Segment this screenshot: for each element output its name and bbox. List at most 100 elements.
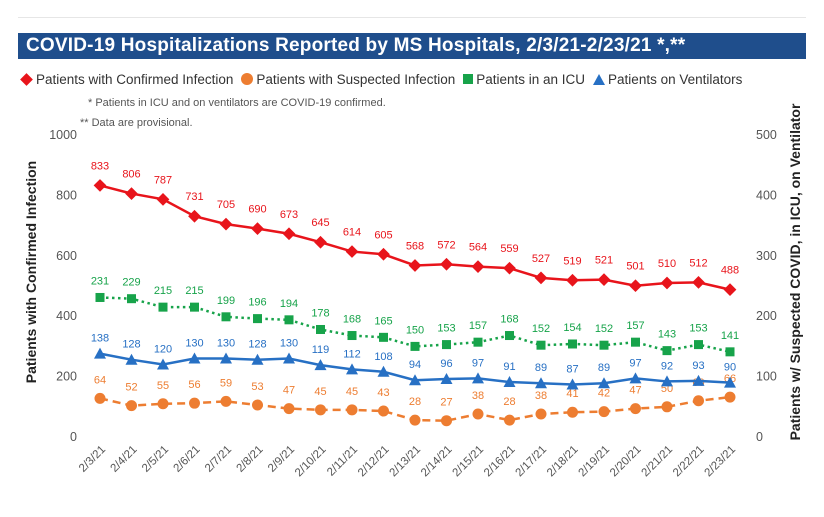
data-label: 178 bbox=[311, 307, 329, 319]
data-point-marker bbox=[629, 372, 642, 384]
legend-label: Patients with Suspected Infection bbox=[256, 71, 456, 87]
data-label: 27 bbox=[440, 397, 452, 409]
legend-item-ventilators[interactable]: Patients on Ventilators bbox=[593, 72, 742, 87]
data-label: 605 bbox=[374, 229, 392, 241]
data-label: 559 bbox=[500, 243, 518, 255]
data-point-marker bbox=[94, 347, 106, 359]
data-label: 52 bbox=[125, 382, 137, 394]
x-axis-tick-label: 2/14/21 bbox=[419, 444, 455, 480]
data-label: 94 bbox=[409, 359, 421, 371]
data-point-marker bbox=[440, 257, 453, 271]
triangle-marker-icon bbox=[593, 73, 606, 85]
data-label: 488 bbox=[721, 265, 739, 277]
data-label: 510 bbox=[658, 258, 676, 270]
data-label: 157 bbox=[469, 320, 487, 332]
data-label: 96 bbox=[440, 358, 452, 370]
x-axis-tick-label: 2/8/21 bbox=[235, 444, 266, 475]
x-axis-tick-label: 2/20/21 bbox=[608, 444, 644, 480]
data-point-marker bbox=[314, 359, 327, 371]
x-axis-tick-label: 2/19/21 bbox=[577, 444, 613, 480]
x-axis-tick-label: 2/23/21 bbox=[703, 444, 739, 480]
y-axis-tick-label: 800 bbox=[56, 188, 77, 202]
data-label: 112 bbox=[343, 348, 361, 360]
square-marker-icon bbox=[463, 74, 474, 84]
legend: Patients with Confirmed Infection Patien… bbox=[20, 70, 750, 88]
data-point-marker bbox=[252, 399, 263, 411]
data-point-marker bbox=[346, 363, 358, 375]
x-axis-tick-label: 2/5/21 bbox=[140, 444, 171, 475]
data-label: 787 bbox=[154, 174, 172, 186]
x-axis-tick-label: 2/11/21 bbox=[325, 444, 360, 479]
data-label: 572 bbox=[437, 239, 455, 251]
y2-axis-tick-label: 500 bbox=[756, 128, 777, 142]
data-label: 512 bbox=[689, 257, 707, 269]
data-label: 87 bbox=[566, 363, 578, 375]
data-point-marker bbox=[568, 339, 577, 349]
data-label: 705 bbox=[217, 199, 235, 211]
data-point-marker bbox=[598, 377, 610, 389]
data-point-marker bbox=[503, 261, 516, 275]
x-axis-tick-label: 2/12/21 bbox=[356, 444, 392, 480]
data-label: 42 bbox=[598, 388, 610, 400]
data-point-marker bbox=[346, 404, 358, 416]
data-point-marker bbox=[662, 346, 672, 356]
data-label: 97 bbox=[472, 357, 484, 369]
x-axis-tick-label: 2/6/21 bbox=[172, 444, 203, 475]
data-point-marker bbox=[473, 337, 483, 347]
data-point-marker bbox=[190, 302, 199, 312]
data-label: 143 bbox=[658, 329, 676, 341]
legend-item-suspected[interactable]: Patients with Suspected Infection bbox=[241, 72, 455, 87]
legend-item-icu[interactable]: Patients in an ICU bbox=[463, 72, 585, 87]
data-label: 165 bbox=[374, 315, 392, 327]
x-axis-tick-label: 2/16/21 bbox=[482, 444, 518, 480]
data-point-marker bbox=[251, 353, 264, 365]
data-point-marker bbox=[156, 192, 170, 206]
legend-item-confirmed[interactable]: Patients with Confirmed Infection bbox=[20, 72, 233, 87]
data-point-marker bbox=[189, 397, 200, 409]
data-point-marker bbox=[566, 273, 579, 287]
data-point-marker bbox=[408, 259, 422, 272]
data-label: 564 bbox=[469, 242, 487, 254]
data-point-marker bbox=[409, 414, 421, 426]
data-point-marker bbox=[378, 405, 389, 417]
data-label: 92 bbox=[661, 360, 673, 372]
data-label: 130 bbox=[217, 337, 235, 349]
data-point-marker bbox=[95, 292, 105, 302]
data-point-marker bbox=[94, 392, 106, 404]
data-label: 47 bbox=[629, 385, 641, 397]
data-label: 64 bbox=[94, 374, 106, 386]
data-point-marker bbox=[282, 227, 296, 241]
data-point-marker bbox=[724, 391, 736, 403]
data-point-marker bbox=[409, 374, 421, 386]
data-point-marker bbox=[283, 403, 295, 415]
data-label: 168 bbox=[343, 314, 361, 326]
data-point-marker bbox=[631, 337, 640, 347]
data-point-marker bbox=[534, 271, 548, 285]
y2-axis-title: Patients w/ Suspected COVID, in ICU, on … bbox=[787, 103, 803, 440]
data-label: 519 bbox=[563, 255, 581, 267]
y-axis-tick-label: 0 bbox=[70, 430, 77, 444]
y2-axis-tick-label: 200 bbox=[756, 309, 777, 323]
data-point-marker bbox=[442, 340, 451, 350]
data-point-marker bbox=[472, 408, 484, 420]
chart-title: COVID-19 Hospitalizations Reported by MS… bbox=[26, 35, 686, 56]
data-label: 215 bbox=[185, 285, 203, 297]
data-label: 28 bbox=[409, 396, 421, 408]
data-label: 91 bbox=[503, 361, 515, 373]
data-point-marker bbox=[505, 331, 514, 341]
data-label: 45 bbox=[314, 386, 326, 398]
data-point-marker bbox=[188, 352, 201, 364]
data-label: 690 bbox=[248, 204, 266, 216]
data-point-marker bbox=[472, 372, 484, 384]
data-point-marker bbox=[379, 332, 388, 342]
data-label: 806 bbox=[122, 169, 140, 181]
data-label: 89 bbox=[598, 362, 610, 374]
data-point-marker bbox=[157, 398, 169, 410]
data-label: 141 bbox=[721, 330, 739, 342]
data-point-marker bbox=[535, 377, 547, 389]
data-point-marker bbox=[723, 283, 737, 296]
data-point-marker bbox=[599, 340, 609, 350]
legend-label: Patients in an ICU bbox=[476, 71, 586, 87]
data-point-marker bbox=[219, 217, 233, 231]
